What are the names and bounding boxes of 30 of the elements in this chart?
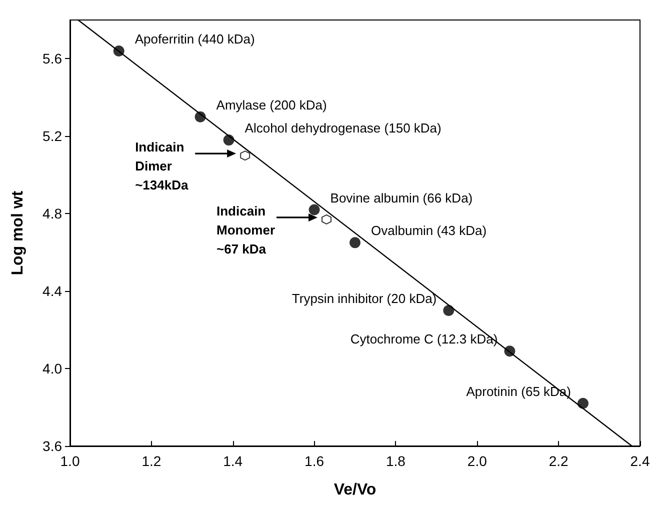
point bbox=[308, 204, 320, 216]
y-tick-label: 3.6 bbox=[42, 438, 62, 454]
x-tick-label: 1.8 bbox=[386, 453, 406, 469]
point bbox=[322, 214, 332, 224]
y-tick-label: 4.4 bbox=[42, 283, 62, 300]
annotation: Indicain Dimer ~134kDa bbox=[135, 140, 189, 193]
point bbox=[240, 150, 250, 161]
point bbox=[350, 237, 360, 248]
y-axis-title: Log mol wt bbox=[10, 190, 26, 276]
annotation: Apoferritin (440 kDa) bbox=[134, 31, 255, 46]
annotation: Ovalbumin (43 kDa) bbox=[371, 223, 487, 238]
y-tick-label: 5.6 bbox=[42, 50, 62, 67]
annotation: Bovine albumin (66 kDa) bbox=[330, 190, 473, 206]
x-tick-label: 1.0 bbox=[60, 453, 80, 469]
y-tick-label: 4.8 bbox=[42, 206, 62, 222]
x-tick-label: 1.6 bbox=[304, 453, 324, 469]
x-tick-label: 2.2 bbox=[548, 453, 569, 469]
point bbox=[578, 398, 588, 409]
x-tick-label: 2.0 bbox=[467, 453, 488, 469]
annotation: Alcohol dehydrogenase (150 kDa) bbox=[244, 120, 442, 136]
y-tick-label: 5.2 bbox=[42, 128, 62, 144]
annotation: Indicain Monomer ~67 kDa bbox=[216, 203, 275, 256]
x-axis-title: Ve/Vo bbox=[334, 482, 376, 498]
annotation: Amylase (200 kDa) bbox=[216, 97, 327, 112]
point bbox=[443, 304, 454, 316]
x-tick-label: 2.4 bbox=[630, 453, 650, 469]
x-tick-label: 1.4 bbox=[223, 453, 243, 469]
y-tick-label: 4.0 bbox=[42, 360, 62, 377]
annotation: Trypsin inhibitor (20 kDa) bbox=[292, 290, 437, 306]
x-tick-label: 1.2 bbox=[142, 453, 162, 469]
